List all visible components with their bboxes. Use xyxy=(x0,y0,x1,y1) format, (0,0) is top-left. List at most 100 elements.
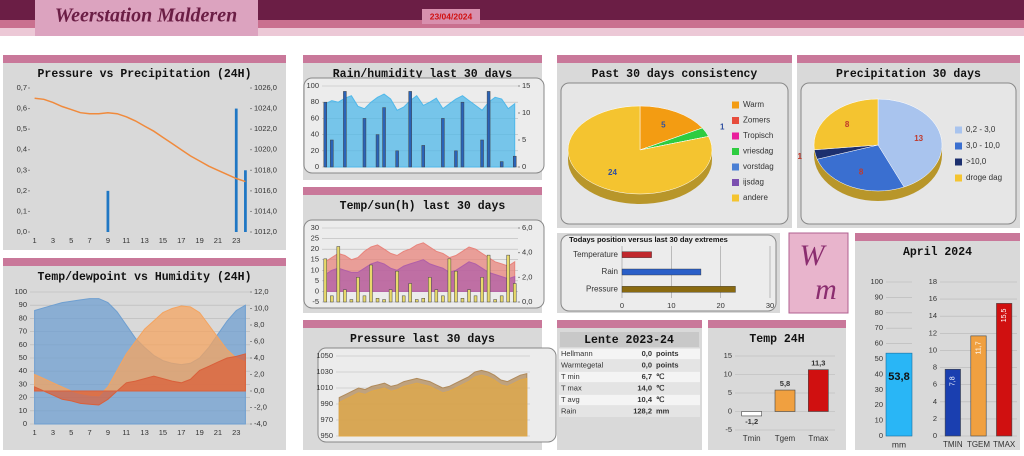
bar xyxy=(741,411,762,417)
bar xyxy=(369,264,373,303)
y-tick-label: 20 xyxy=(311,244,319,253)
y-tick-label: 90 xyxy=(19,300,27,309)
bar xyxy=(808,369,829,412)
y-tick-label: 40 xyxy=(19,366,27,375)
x-tick-label: 0 xyxy=(620,301,624,310)
y2-tick-label: 10,0 xyxy=(254,303,269,312)
table-header xyxy=(560,332,699,347)
panel-title: Pressure vs Precipitation (24H) xyxy=(38,68,252,81)
table-cell: Hellmann xyxy=(561,349,593,358)
header-stripe xyxy=(0,28,1024,36)
bar xyxy=(460,101,465,168)
y-tick-label: 90 xyxy=(875,292,883,301)
y2-tick-label: 1014,0 xyxy=(254,206,277,215)
y-tick-label: 50 xyxy=(875,354,883,363)
y-tick-label: 60 xyxy=(311,113,319,122)
legend-label: 0,2 - 3,0 xyxy=(966,125,996,134)
table-cell: Warmtegetal xyxy=(561,360,604,369)
x-tick-label: 3 xyxy=(51,236,55,245)
table-cell: 6,7 xyxy=(642,372,652,381)
table-title: Lente 2023-24 xyxy=(584,334,674,347)
y-tick-label: 14 xyxy=(929,311,937,320)
bar xyxy=(621,251,652,258)
table-row xyxy=(559,383,700,394)
legend-swatch xyxy=(732,163,739,171)
slice-label: 8 xyxy=(859,167,864,176)
y-tick-label: 0 xyxy=(315,162,319,171)
bar xyxy=(428,277,432,303)
date-box xyxy=(422,9,480,24)
bar xyxy=(343,91,347,168)
table-cell: ℃ xyxy=(656,383,665,392)
x-tick-label: 7 xyxy=(87,236,91,245)
bar xyxy=(234,108,238,232)
table-cell: ℃ xyxy=(656,372,665,381)
bar xyxy=(441,118,445,168)
panel-title: Todays position versus last 30 day extre… xyxy=(569,235,728,244)
legend-label: Warm xyxy=(743,100,764,109)
y-tick-label: 0 xyxy=(315,286,319,295)
y-tick-label: 10 xyxy=(929,345,937,354)
bar xyxy=(513,155,517,168)
y-tick-label: 970 xyxy=(320,415,333,424)
y-tick-label: 2 xyxy=(933,414,937,423)
bar xyxy=(486,91,491,168)
pie-slice xyxy=(639,105,703,151)
title-box xyxy=(35,0,258,36)
y2-tick-label: 5 xyxy=(522,135,526,144)
x-tick-label: 30 xyxy=(766,301,774,310)
y2-tick-label: 2,0 xyxy=(522,272,532,281)
bar xyxy=(395,270,399,303)
x-tick-label: TGEM xyxy=(967,440,990,449)
y-tick-label: 25 xyxy=(311,234,319,243)
bar xyxy=(106,190,110,232)
bar xyxy=(473,295,478,303)
panel-title: Precipitation 30 days xyxy=(836,68,981,81)
bar xyxy=(970,335,987,437)
panel-title: Temp/dewpoint vs Humidity (24H) xyxy=(38,271,252,284)
y2-tick-label: 1012,0 xyxy=(254,227,277,236)
y-tick-label: 18 xyxy=(929,277,937,286)
bar xyxy=(441,295,445,303)
pie-slice xyxy=(816,144,905,192)
y2-tick-label: 1018,0 xyxy=(254,165,277,174)
bar xyxy=(401,295,406,303)
y-tick-label: 20 xyxy=(875,400,883,409)
y-tick-label: 8 xyxy=(933,363,937,372)
y-tick-label: 50 xyxy=(19,353,27,362)
legend-swatch xyxy=(955,126,962,134)
x-tick-label: 21 xyxy=(214,236,222,245)
gauge-bar xyxy=(885,352,913,437)
pie-slice xyxy=(877,98,943,188)
y-tick-label: 30 xyxy=(311,223,319,232)
table-row xyxy=(559,394,700,406)
legend-swatch xyxy=(955,158,962,166)
bar xyxy=(375,298,380,303)
legend-swatch xyxy=(955,174,962,182)
x-tick-label: TMIN xyxy=(943,440,963,449)
table-row xyxy=(559,360,700,371)
legend-swatch xyxy=(955,142,962,150)
table-cell: T avg xyxy=(561,395,580,404)
panel-bar xyxy=(303,55,542,63)
y-tick-label: 4 xyxy=(933,397,937,406)
y-tick-label: 100 xyxy=(870,277,883,286)
y-tick-label: 20 xyxy=(19,393,27,402)
bar xyxy=(356,277,360,303)
y-tick-label: 30 xyxy=(19,379,27,388)
panel xyxy=(3,55,286,250)
bar xyxy=(421,145,425,168)
panel-bar xyxy=(3,55,286,63)
y-tick-label: -5 xyxy=(312,297,319,306)
bar xyxy=(499,295,504,303)
site-title: Weerstation Malderen xyxy=(55,5,237,27)
bar xyxy=(513,283,517,303)
y-tick-label: 20 xyxy=(311,146,319,155)
panel-title: Temp 24H xyxy=(749,333,804,346)
y-tick-label: 0,6 xyxy=(17,104,27,113)
logo-letter: W xyxy=(800,239,828,272)
slice-label: 1 xyxy=(720,123,725,132)
panel-bar xyxy=(303,187,542,195)
slice-label: 8 xyxy=(845,120,850,129)
y2-tick-label: 6,0 xyxy=(522,223,532,232)
